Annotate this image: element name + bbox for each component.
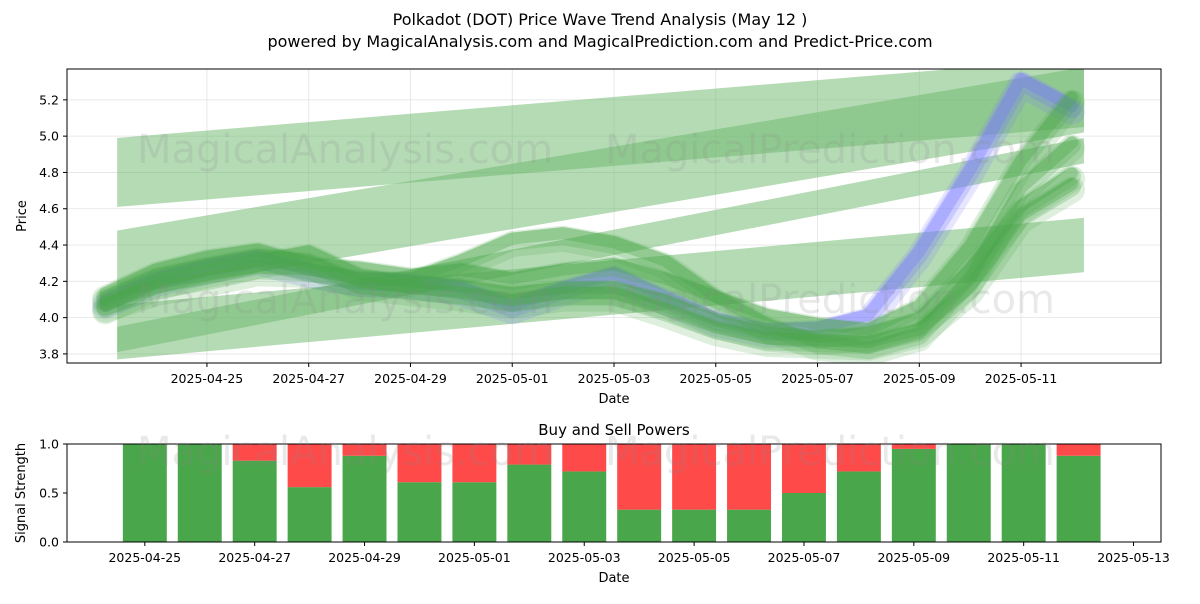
x-tick-label: 2025-05-07	[768, 550, 841, 565]
sell-bar	[507, 444, 552, 465]
buy-bar	[287, 487, 332, 542]
buy-bar	[1001, 444, 1046, 542]
trend-band	[117, 217, 1084, 360]
watermark-mid-left: MagicalAnalysis.com	[137, 277, 553, 323]
series-line	[92, 134, 1085, 363]
buy-bar	[946, 444, 991, 542]
y-tick-label: 4.8	[39, 165, 59, 180]
x-tick-label: 2025-05-09	[883, 371, 956, 386]
sell-bar	[397, 444, 442, 483]
y-tick-label: 3.8	[39, 346, 59, 361]
buy-bar	[672, 509, 717, 542]
sell-bar	[727, 444, 772, 510]
x-tick-label: 2025-04-27	[272, 371, 345, 386]
x-tick-label: 2025-05-09	[877, 550, 950, 565]
x-tick-label: 2025-05-13	[1097, 550, 1170, 565]
watermark-mid-right: MagicalPrediction.com	[605, 277, 1055, 323]
price-wave-plot: 3.8 4.0 4.2 4.4 4.6 4.8 5.0 5.2 2025-04-25 2025-0…	[15, 68, 1162, 407]
x-tick-label: 2025-05-03	[548, 550, 621, 565]
buy-bar	[452, 482, 497, 542]
series-line	[99, 167, 1078, 343]
y-tick-label: 0.0	[39, 535, 59, 550]
x-tick-label: 2025-05-03	[578, 371, 651, 386]
sell-bar	[781, 444, 826, 493]
watermark-top-right: MagicalPrediction.com	[605, 127, 1055, 173]
x-tick-label: 2025-05-07	[781, 371, 854, 386]
series-line	[96, 167, 1081, 349]
series-line	[99, 136, 1078, 354]
buy-bar	[397, 482, 442, 542]
sell-bar	[562, 444, 607, 472]
series-line	[92, 176, 1085, 361]
y-tick-label: 5.2	[39, 92, 59, 107]
trend-band	[117, 69, 1084, 207]
series-line	[96, 178, 1081, 354]
series-line	[96, 72, 1081, 342]
sell-bar	[617, 444, 662, 510]
series-line	[96, 90, 1081, 342]
watermark-bottom-right: MagicalPrediction.com	[605, 429, 1055, 475]
series-line	[99, 91, 1078, 336]
y-axis-label: Price	[15, 200, 30, 232]
sell-bar	[232, 444, 277, 461]
buy-bar	[727, 509, 772, 542]
buy-bar	[507, 464, 552, 542]
y-tick-label: 5.0	[39, 129, 59, 144]
figure-subtitle: powered by MagicalAnalysis.com and Magic…	[267, 32, 932, 51]
figure-title: Polkadot (DOT) Price Wave Trend Analysis…	[393, 10, 808, 29]
bottom-title: Buy and Sell Powers	[538, 421, 690, 439]
series-line	[92, 165, 1085, 356]
x-tick-label: 2025-04-29	[328, 550, 401, 565]
buy-bar	[891, 448, 936, 542]
series-line	[92, 89, 1085, 348]
x-tick-label: 2025-04-29	[374, 371, 447, 386]
buy-sell-plot: Buy and Sell Powers 0.0 0.5 1.0 2025-04-25 20…	[14, 421, 1170, 586]
sell-bar	[836, 444, 881, 472]
buy-bar	[836, 471, 881, 542]
buy-bar	[177, 444, 222, 542]
series-line	[96, 136, 1081, 360]
y-tick-label: 4.6	[39, 201, 59, 216]
x-tick-label: 2025-05-11	[985, 371, 1058, 386]
series-line	[99, 73, 1078, 336]
watermark-bottom-left: MagicalAnalysis.com	[137, 429, 553, 475]
watermark-top-left: MagicalAnalysis.com	[137, 127, 553, 173]
series-line	[92, 71, 1085, 348]
buy-bar	[342, 455, 387, 542]
buy-bar	[232, 460, 277, 542]
sell-bar	[891, 444, 936, 449]
sell-bar	[287, 444, 332, 488]
x-tick-label: 2025-05-11	[987, 550, 1060, 565]
sell-bar	[1056, 444, 1101, 456]
x-axis-label: Date	[598, 392, 629, 407]
x-tick-label: 2025-05-01	[438, 550, 511, 565]
series-line	[99, 178, 1078, 349]
y-tick-label: 4.2	[39, 274, 59, 289]
top-plot-area	[92, 69, 1085, 363]
y-tick-label: 1.0	[39, 437, 59, 452]
sell-bar	[342, 444, 387, 456]
x-tick-label: 2025-05-01	[476, 371, 549, 386]
buy-bar	[617, 509, 662, 542]
buy-bar	[122, 444, 167, 542]
trend-band	[117, 137, 1084, 353]
sell-bar	[452, 444, 497, 483]
trend-band	[117, 69, 1084, 296]
x-tick-label: 2025-04-27	[218, 550, 291, 565]
x-axis-label: Date	[598, 571, 629, 586]
x-tick-label: 2025-05-05	[658, 550, 731, 565]
x-tick-label: 2025-05-05	[679, 371, 752, 386]
y-axis-label: Signal Strength	[14, 443, 29, 543]
x-tick-label: 2025-04-25	[171, 371, 244, 386]
buy-bar	[562, 471, 607, 542]
y-tick-label: 4.0	[39, 310, 59, 325]
x-tick-label: 2025-04-25	[108, 550, 181, 565]
buy-bar	[781, 493, 826, 542]
y-tick-label: 0.5	[39, 486, 59, 501]
buy-bar	[1056, 455, 1101, 542]
sell-bar	[672, 444, 717, 510]
y-tick-label: 4.4	[39, 238, 59, 253]
